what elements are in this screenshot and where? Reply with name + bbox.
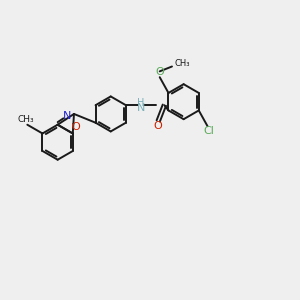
Text: O: O <box>155 67 164 77</box>
Text: N: N <box>63 111 71 121</box>
Text: N: N <box>136 103 145 113</box>
Text: H: H <box>137 98 144 108</box>
Text: CH₃: CH₃ <box>17 116 34 124</box>
Text: CH₃: CH₃ <box>175 59 190 68</box>
Text: O: O <box>153 121 162 131</box>
Text: Cl: Cl <box>203 126 214 136</box>
Text: O: O <box>71 122 80 132</box>
